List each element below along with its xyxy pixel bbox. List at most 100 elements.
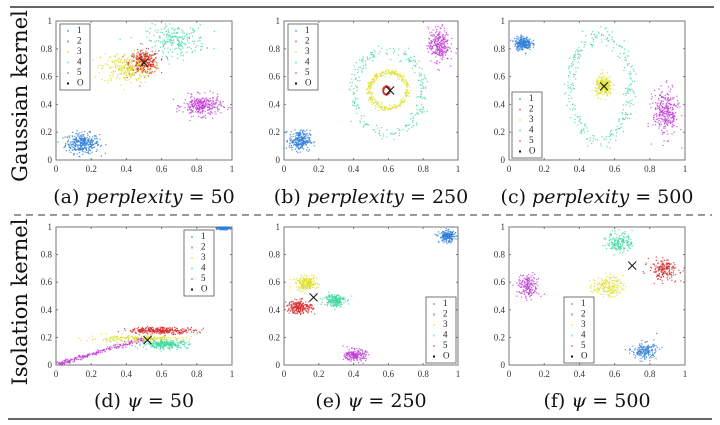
point-4 xyxy=(624,59,626,61)
point-1 xyxy=(73,138,75,140)
point-5 xyxy=(436,51,438,53)
point-3 xyxy=(381,107,383,109)
point-5 xyxy=(432,51,434,53)
point-1 xyxy=(299,139,301,142)
point-5 xyxy=(666,80,668,82)
point-3 xyxy=(130,67,133,69)
point-3 xyxy=(119,61,122,63)
point-2 xyxy=(145,65,147,67)
point-3 xyxy=(139,76,141,78)
point-2 xyxy=(135,332,137,334)
point-3 xyxy=(596,79,598,81)
point-4 xyxy=(170,39,172,42)
point-1 xyxy=(92,136,94,138)
point-1 xyxy=(87,141,89,143)
point-2 xyxy=(145,61,148,63)
point-5 xyxy=(434,61,436,64)
point-2 xyxy=(147,57,150,59)
point-3 xyxy=(128,337,130,339)
point-2 xyxy=(141,328,143,330)
point-2 xyxy=(133,57,135,59)
point-4 xyxy=(633,93,636,95)
point-3 xyxy=(118,338,120,340)
point-4 xyxy=(590,33,592,36)
point-1 xyxy=(73,159,75,161)
point-5 xyxy=(438,35,440,38)
point-4 xyxy=(159,36,161,39)
point-4 xyxy=(191,35,193,37)
point-5 xyxy=(122,343,124,345)
point-4 xyxy=(159,41,162,43)
point-2 xyxy=(152,59,155,61)
point-5 xyxy=(661,110,663,112)
point-5 xyxy=(216,98,218,100)
point-4 xyxy=(169,49,172,51)
point-1 xyxy=(515,42,517,45)
point-5 xyxy=(438,54,440,57)
point-3 xyxy=(373,98,375,100)
point-5 xyxy=(438,41,440,44)
point-4 xyxy=(164,345,166,347)
point-5 xyxy=(198,108,201,110)
point-5 xyxy=(667,111,669,113)
point-1 xyxy=(82,145,84,147)
point-3 xyxy=(403,78,405,80)
point-1 xyxy=(292,141,295,143)
point-3 xyxy=(599,76,601,78)
point-3 xyxy=(597,80,600,82)
point-5 xyxy=(660,123,662,125)
point-3 xyxy=(602,76,604,78)
point-1 xyxy=(72,143,75,145)
point-4 xyxy=(635,73,637,75)
point-1 xyxy=(67,140,69,143)
point-4 xyxy=(194,50,196,52)
point-3 xyxy=(603,82,605,84)
point-1 xyxy=(78,135,80,137)
point-4 xyxy=(162,342,164,344)
point-5 xyxy=(140,338,142,340)
point-2 xyxy=(140,53,142,55)
y-tick-label: 0 xyxy=(501,155,506,165)
point-4 xyxy=(181,340,183,343)
point-1 xyxy=(77,139,80,141)
point-5 xyxy=(444,46,447,48)
point-5 xyxy=(198,109,201,111)
point-4 xyxy=(406,124,408,127)
point-3 xyxy=(124,337,126,339)
point-3 xyxy=(137,65,139,68)
point-4 xyxy=(378,133,380,135)
point-5 xyxy=(429,44,431,47)
point-1 xyxy=(303,144,305,146)
point-4 xyxy=(414,64,417,66)
point-3 xyxy=(610,88,612,90)
point-5 xyxy=(446,47,448,49)
point-2 xyxy=(154,330,157,332)
point-5 xyxy=(441,59,444,61)
point-3 xyxy=(144,75,146,78)
point-4 xyxy=(611,50,613,52)
point-2 xyxy=(181,328,183,330)
point-5 xyxy=(89,352,91,354)
point-5 xyxy=(670,114,673,116)
point-4 xyxy=(154,61,157,63)
point-1 xyxy=(298,133,301,135)
point-4 xyxy=(163,346,165,348)
point-4 xyxy=(420,93,422,95)
point-1 xyxy=(288,144,291,147)
point-5 xyxy=(205,100,207,102)
point-5 xyxy=(196,98,198,100)
point-5 xyxy=(428,38,430,40)
point-1 xyxy=(514,44,517,46)
point-3 xyxy=(407,94,409,96)
point-3 xyxy=(121,62,124,64)
point-5 xyxy=(442,37,444,39)
point-4 xyxy=(628,88,630,91)
point-4 xyxy=(391,133,394,135)
point-5 xyxy=(662,109,664,112)
point-1 xyxy=(303,134,305,136)
point-3 xyxy=(120,70,122,72)
point-4 xyxy=(426,110,428,112)
point-3 xyxy=(119,69,121,71)
y-tick-label: 0.4 xyxy=(41,305,53,315)
point-1 xyxy=(92,144,94,146)
